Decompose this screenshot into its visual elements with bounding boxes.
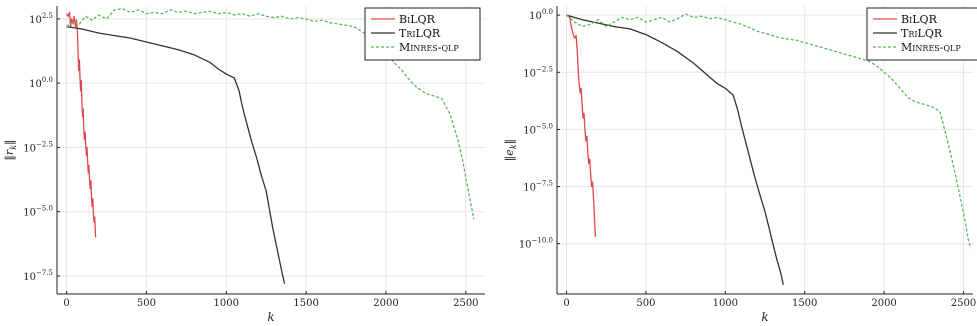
y-tick-label: 10−7.5 <box>523 180 553 194</box>
legend-entry: TriLQR <box>399 27 441 40</box>
y-tick-label: 10−2.5 <box>23 140 53 154</box>
y-tick-label: 10−5.0 <box>23 205 53 219</box>
plot-error: 0 500 1000 1500 2000 2500 100.0 10−2.5 10−5.0 10−… <box>503 6 977 324</box>
legend-entry: BiLQR <box>399 13 436 26</box>
x-tick-label: 1500 <box>792 298 817 309</box>
legend-entry: BiLQR <box>901 13 938 26</box>
y-tick-label: 100.0 <box>529 8 553 22</box>
plot-residual: 0 500 1000 1500 2000 2500 102.5 100.0 10−2.5 10−5… <box>3 6 485 324</box>
legend-box <box>364 7 481 61</box>
x-tick-label: 1000 <box>713 298 738 309</box>
x-tick-label: 500 <box>636 298 655 309</box>
series-line-bilqr <box>66 11 97 238</box>
y-tick-label: 10−7.5 <box>23 269 53 283</box>
legend-box <box>866 7 977 61</box>
series-line-trilqr <box>566 14 784 286</box>
y-axis-label: ‖rk‖ <box>3 139 18 160</box>
x-tick-label: 500 <box>137 298 156 309</box>
y-tick-label: 10−2.5 <box>523 65 553 79</box>
x-axis-label: k <box>761 310 768 324</box>
x-tick-label: 1000 <box>214 298 239 309</box>
y-tick-label: 10−5.0 <box>523 122 553 136</box>
series-line-minres-qlp <box>566 13 972 249</box>
y-axis-label: ‖ek‖ <box>503 139 518 161</box>
x-tick-label: 0 <box>563 298 569 309</box>
x-tick-label: 1500 <box>293 298 318 309</box>
x-axis-label: k <box>267 310 274 324</box>
y-tick-label: 102.5 <box>29 12 53 26</box>
legend-entry: Minres-qlp <box>901 41 961 54</box>
series-line-trilqr <box>66 25 286 284</box>
series-line-bilqr <box>566 14 597 237</box>
x-tick-label: 2500 <box>453 298 478 309</box>
x-tick-label: 2500 <box>951 298 976 309</box>
legend-entry: TriLQR <box>901 27 943 40</box>
legend-entry: Minres-qlp <box>399 41 459 54</box>
x-tick-label: 2000 <box>373 298 398 309</box>
x-tick-label: 0 <box>63 298 69 309</box>
x-tick-label: 2000 <box>871 298 896 309</box>
y-tick-label: 100.0 <box>29 76 53 90</box>
y-tick-label: 10−10.0 <box>519 237 553 251</box>
